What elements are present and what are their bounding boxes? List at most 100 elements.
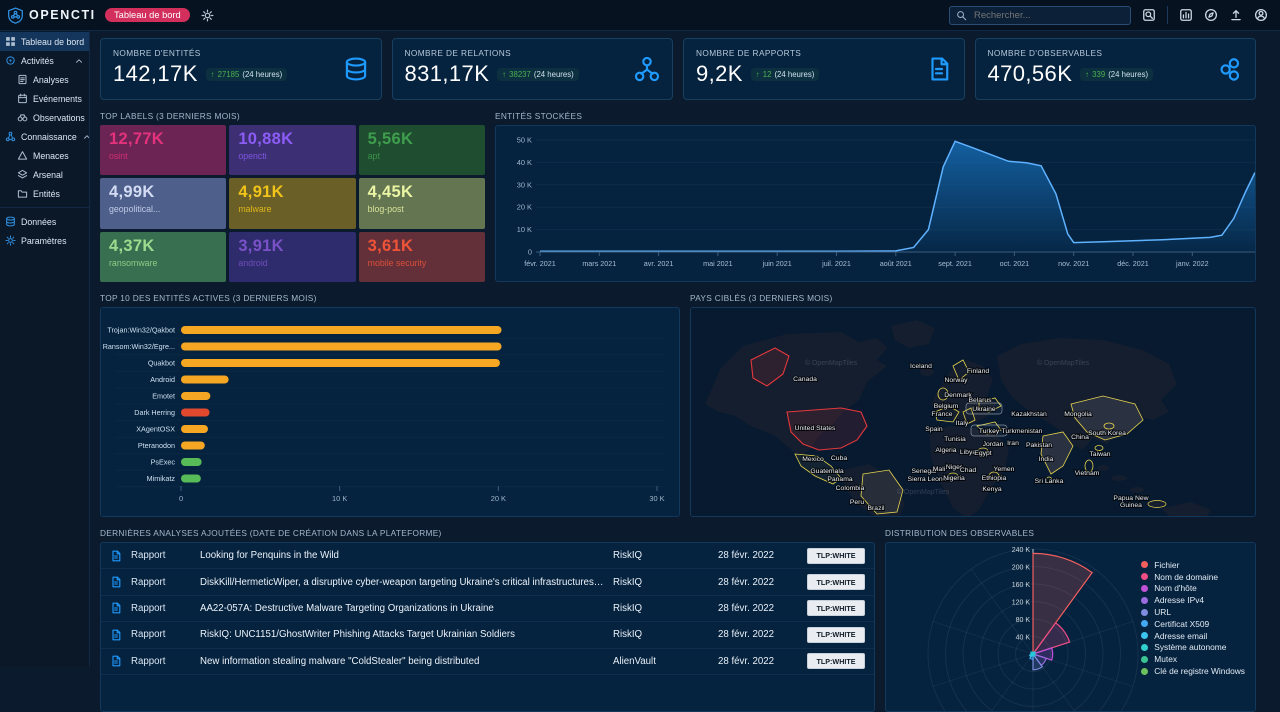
stat-card-period: (24 heures)	[774, 70, 814, 79]
legend-label: Nom de domaine	[1154, 572, 1218, 582]
sidebar-item-activit-s[interactable]: Activités	[0, 51, 89, 70]
svg-text:sept. 2021: sept. 2021	[938, 259, 972, 268]
svg-text:Dark Herring: Dark Herring	[134, 408, 175, 417]
svg-text:200 K: 200 K	[1012, 565, 1031, 572]
analysis-date: 28 févr. 2022	[718, 629, 798, 640]
upload-icon[interactable]	[1229, 8, 1243, 22]
svg-text:avr. 2021: avr. 2021	[644, 259, 674, 268]
legend-dot-icon	[1141, 573, 1148, 580]
label-tile-value: 4,37K	[109, 237, 217, 256]
map-country-label: Iran	[1007, 440, 1019, 447]
svg-text:XAgentOSX: XAgentOSX	[136, 425, 175, 434]
sidebar-item-label: Connaissance	[21, 132, 77, 142]
label-tile-name: mobile security	[368, 258, 476, 268]
stat-card-delta-badge: ↑27185(24 heures)	[206, 68, 287, 81]
label-tile-name: apt	[368, 151, 476, 161]
stat-card-label: NOMBRE D'OBSERVABLES	[988, 48, 1244, 58]
svg-text:30 K: 30 K	[649, 494, 664, 503]
sidebar-item-menaces[interactable]: Menaces	[0, 146, 89, 165]
insights-icon[interactable]	[1179, 8, 1193, 22]
database-icon	[343, 56, 369, 82]
sidebar-item-tableau-de-bord[interactable]: Tableau de bord	[0, 32, 89, 51]
sidebar-item-label: Paramètres	[21, 236, 66, 246]
analysis-date: 28 févr. 2022	[718, 550, 798, 561]
analysis-author: AlienVault	[613, 656, 709, 667]
search-input[interactable]	[972, 9, 1124, 22]
map-country-label: Peru	[850, 499, 865, 506]
legend-dot-icon	[1141, 644, 1148, 651]
analyses-icon	[17, 74, 28, 85]
svg-text:20 K: 20 K	[517, 203, 532, 212]
svg-text:20 K: 20 K	[491, 494, 506, 503]
shield-logo-icon	[7, 7, 24, 24]
sidebar-item-donn-es[interactable]: Données	[0, 212, 89, 231]
sidebar-item-entit-s[interactable]: Entités	[0, 184, 89, 203]
top-labels-title: TOP LABELS (3 DERNIERS MOIS)	[100, 111, 485, 121]
report-file-icon	[110, 550, 122, 562]
map-country-label: Italy	[956, 420, 969, 427]
map-attribution: © OpenMapTiles	[897, 488, 950, 496]
map-country-label: Chad	[960, 467, 976, 474]
legend-item: URL	[1141, 606, 1245, 618]
label-tile-name: osint	[109, 151, 217, 161]
arrow-up-icon: ↑	[1085, 70, 1089, 79]
map-country-label: Turkmenistan	[1002, 428, 1043, 435]
analysis-author: RiskIQ	[613, 550, 709, 561]
label-tile-name: ransomware	[109, 258, 217, 268]
dashboard-settings-gear-icon[interactable]	[201, 9, 214, 22]
analysis-title: Looking for Penquins in the Wild	[200, 550, 604, 561]
opencti-logo[interactable]: OPENCTI	[0, 7, 95, 24]
legend-label: Mutex	[1154, 654, 1177, 664]
svg-text:août 2021: août 2021	[880, 259, 912, 268]
label-tile-value: 3,91K	[238, 237, 346, 256]
latest-analyses-title: DERNIÈRES ANALYSES AJOUTÉES (DATE DE CRÉ…	[100, 528, 875, 538]
map-country-label: Tunisia	[944, 436, 966, 443]
sidebar-item-observations[interactable]: Observations	[0, 108, 89, 127]
sidebar-item-param-tres[interactable]: Paramètres	[0, 231, 89, 250]
advanced-search-icon[interactable]	[1142, 8, 1156, 22]
map-country-label: South Korea	[1088, 430, 1126, 437]
map-country-label: Sierra Leone	[908, 476, 947, 483]
legend-item: Adresse email	[1141, 630, 1245, 642]
analysis-title: AA22-057A: Destructive Malware Targeting…	[200, 603, 604, 614]
explore-icon[interactable]	[1204, 8, 1218, 22]
legend-dot-icon	[1141, 656, 1148, 663]
sidebar-item-arsenal[interactable]: Arsenal	[0, 165, 89, 184]
activities-icon	[5, 55, 16, 66]
sidebar-item-connaissance[interactable]: Connaissance	[0, 127, 89, 146]
label-tile-ransomware[interactable]: 4,37K ransomware	[100, 232, 226, 282]
map-country-label: Nigeria	[943, 475, 965, 482]
sidebar-item-label: Entités	[33, 189, 60, 199]
map-country-label: Brazil	[868, 505, 885, 512]
tlp-marking-chip: TLP:WHITE	[807, 600, 865, 616]
context-chip[interactable]: Tableau de bord	[105, 8, 190, 22]
analysis-type: Rapport	[131, 577, 191, 588]
svg-text:40 K: 40 K	[1016, 635, 1031, 642]
sidebar-item-label: Données	[21, 217, 56, 227]
legend-dot-icon	[1141, 585, 1148, 592]
legend-label: Système autonome	[1154, 642, 1226, 652]
search-box[interactable]	[949, 6, 1131, 25]
account-icon[interactable]	[1254, 8, 1268, 22]
map-country-label: Jordan	[983, 441, 1004, 448]
sidebar-item-ev-nements[interactable]: Evénements	[0, 89, 89, 108]
map-country-label: Colombia	[836, 485, 865, 492]
svg-text:Android: Android	[150, 375, 175, 384]
sidebar-item-analyses[interactable]: Analyses	[0, 70, 89, 89]
